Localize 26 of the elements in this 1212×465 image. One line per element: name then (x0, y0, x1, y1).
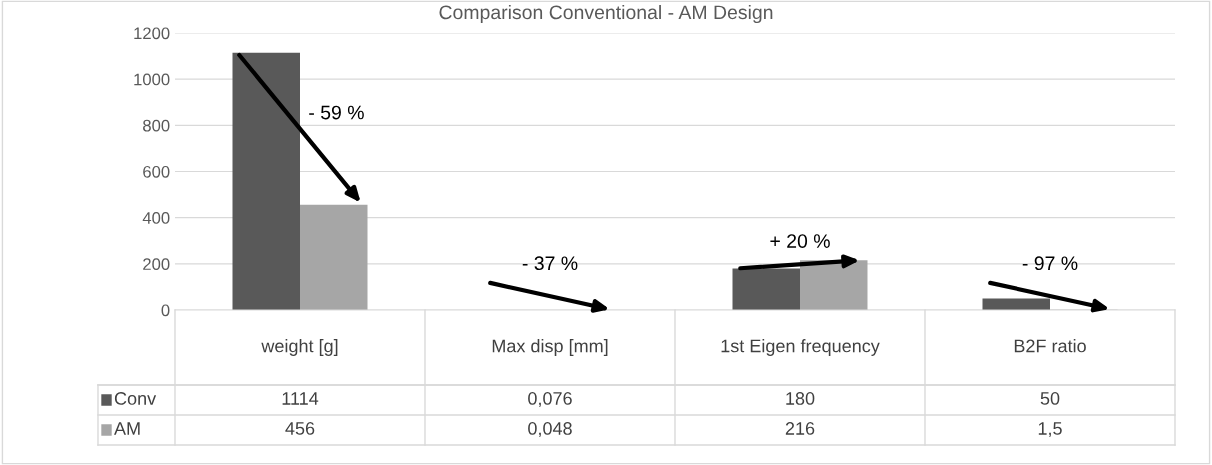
annotation: - 37 % (522, 256, 578, 271)
x-tick-label: weight [g] (261, 339, 338, 356)
y-tick-label: 400 (142, 212, 170, 224)
data-label: 0,076 (528, 392, 572, 407)
data-label: 1,5 (1038, 422, 1062, 437)
data-label: 456 (285, 422, 315, 435)
data-label: 216 (785, 422, 815, 435)
y-tick-label: 600 (143, 165, 170, 178)
legend-label: AM (114, 422, 140, 435)
data-label: 50 (1040, 392, 1060, 405)
x-tick-label: B2F ratio (1014, 339, 1086, 353)
x-tick-label: Max disp [mm] (492, 339, 608, 356)
y-tick-label: 200 (143, 258, 170, 271)
y-tick-label: 800 (143, 119, 170, 132)
y-tick-label: 1200 (134, 27, 170, 40)
x-tick-label: 1st Eigen frequency (721, 339, 880, 356)
annotation: - 97 % (1022, 256, 1078, 271)
legend-label: Conv (114, 392, 157, 405)
annotation: - 59 % (309, 105, 364, 120)
y-tick-label: 1000 (134, 73, 170, 86)
annotation: + 20 % (770, 234, 830, 248)
chart-title: Comparison Conventional - AM Design (439, 4, 773, 24)
data-label: 1114 (282, 392, 319, 405)
data-label: 0,048 (528, 422, 572, 437)
data-label: 180 (786, 392, 815, 405)
y-tick-label: 0 (161, 304, 170, 317)
